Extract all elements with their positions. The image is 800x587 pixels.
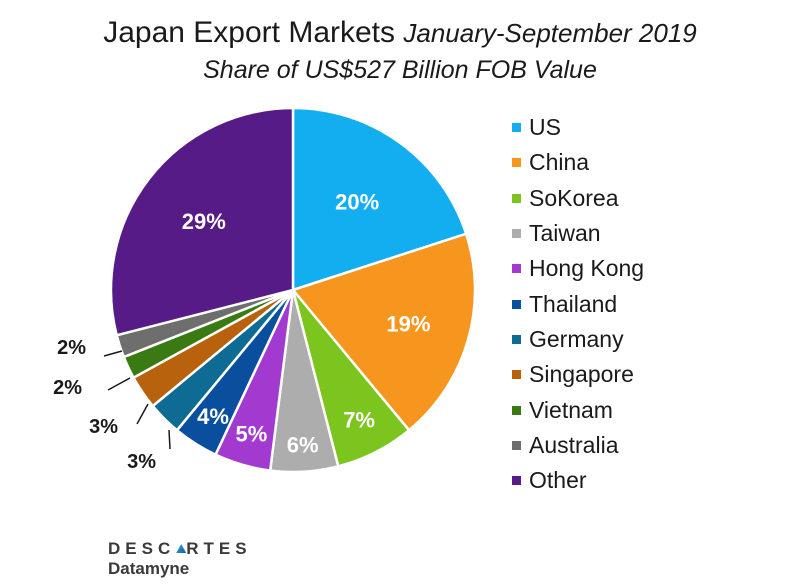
legend-label-vietnam: Vietnam [529, 396, 613, 423]
pie-label-singapore: 3% [89, 416, 118, 438]
pie-label-germany: 3% [127, 451, 156, 473]
chart-title-period: January-September 2019 [403, 18, 697, 48]
legend-label-thailand: Thailand [529, 290, 618, 317]
legend-item-us: US [512, 110, 644, 145]
legend-label-sokorea: SoKorea [529, 184, 619, 211]
legend-item-china: China [512, 145, 644, 180]
chart-title: Japan Export Markets January-September 2… [0, 16, 800, 50]
logo-a-mark-icon [175, 541, 186, 554]
legend-swatch-vietnam [512, 405, 521, 415]
legend-swatch-australia [512, 440, 521, 450]
legend-item-other: Other [512, 463, 644, 498]
pie-leader-line-vietnam [107, 377, 131, 391]
pie-label-taiwan: 6% [287, 432, 319, 457]
legend-swatch-other [512, 476, 521, 486]
logo-subtext: Datamyne [108, 559, 190, 578]
legend-label-australia: Australia [529, 431, 619, 458]
legend-item-taiwan: Taiwan [512, 216, 644, 251]
pie-leader-line-australia [103, 350, 123, 357]
descartes-datamyne-logo: DESC RTES Datamyne [108, 540, 252, 577]
chart-title-main: Japan Export Markets [103, 16, 396, 49]
legend-swatch-singapore [512, 370, 521, 380]
legend-item-australia: Australia [512, 428, 644, 463]
pie-label-sokorea: 7% [343, 408, 375, 433]
pie-label-australia: 2% [57, 337, 86, 359]
legend-item-germany: Germany [512, 322, 644, 357]
legend-item-singapore: Singapore [512, 357, 644, 392]
legend-label-germany: Germany [529, 325, 624, 352]
pie-leader-line-singapore [136, 403, 149, 425]
legend-item-thailand: Thailand [512, 286, 644, 321]
logo-word-start: DESC [108, 539, 176, 558]
legend-swatch-taiwan [512, 229, 521, 239]
legend-swatch-hong-kong [512, 264, 521, 274]
legend-label-china: China [529, 149, 590, 176]
legend-label-taiwan: Taiwan [529, 220, 601, 247]
pie-label-other: 29% [182, 209, 226, 234]
pie-slice-other [109, 106, 295, 337]
legend-item-sokorea: SoKorea [512, 181, 644, 216]
logo-word-end: RTES [186, 539, 252, 558]
legend-swatch-china [512, 158, 521, 168]
pie-slice-china [291, 232, 477, 432]
pie-label-vietnam: 2% [53, 377, 82, 399]
legend-label-hong-kong: Hong Kong [529, 255, 645, 282]
chart-legend: US China SoKorea Taiwan Hong Kong Thailand Ger… [512, 110, 644, 498]
logo-wordmark: DESC RTES [108, 540, 252, 557]
pie-label-thailand: 4% [197, 404, 229, 429]
legend-swatch-us [512, 123, 521, 133]
legend-label-us: US [529, 114, 561, 141]
legend-swatch-germany [512, 334, 521, 344]
pie-label-us: 20% [335, 190, 379, 215]
pie-label-hong-kong: 5% [236, 421, 268, 446]
pie-slice-us [291, 106, 468, 292]
legend-swatch-sokorea [512, 193, 521, 203]
legend-label-singapore: Singapore [529, 361, 634, 388]
legend-label-other: Other [529, 467, 587, 494]
legend-swatch-thailand [512, 299, 521, 309]
legend-item-hong-kong: Hong Kong [512, 251, 644, 286]
legend-item-vietnam: Vietnam [512, 392, 644, 427]
chart-subtitle: Share of US$527 Billion FOB Value [203, 56, 597, 84]
pie-label-china: 19% [386, 312, 430, 337]
pie-leader-line-germany [168, 429, 171, 450]
